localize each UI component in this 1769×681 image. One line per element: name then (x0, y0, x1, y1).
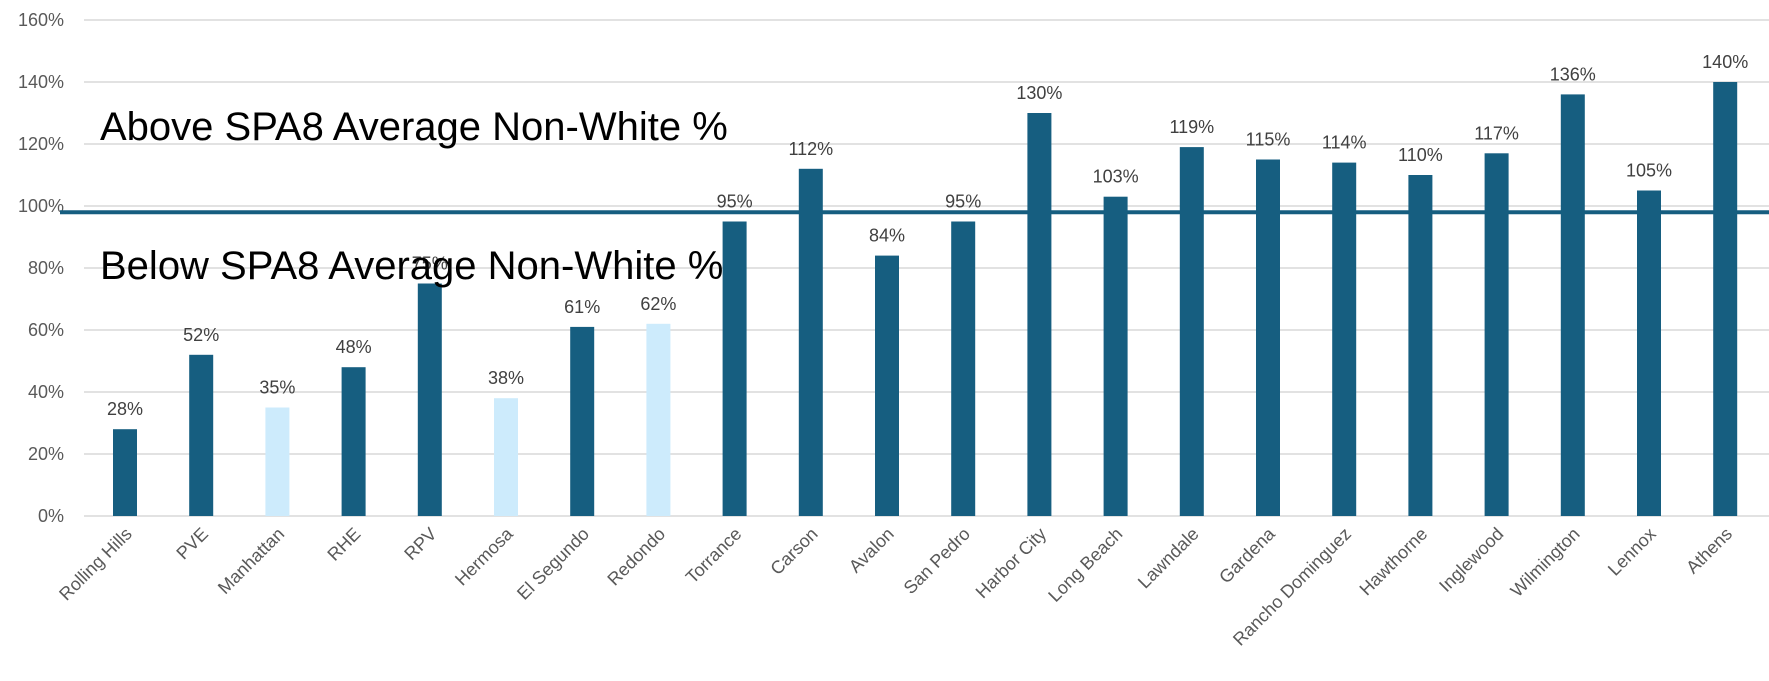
data-label: 84% (869, 226, 905, 246)
bar (265, 407, 290, 516)
bar (341, 367, 366, 516)
x-tick-label: Gardena (1215, 523, 1279, 587)
annotation-below: Below SPA8 Average Non-White % (100, 244, 723, 288)
data-label: 28% (107, 399, 143, 419)
x-tick-label: Torrance (682, 524, 746, 588)
y-tick-label: 160% (18, 10, 64, 30)
bar (1179, 147, 1204, 516)
data-label: 61% (564, 297, 600, 317)
x-tick-label: Long Beach (1044, 524, 1126, 606)
bar (494, 398, 518, 516)
bar (646, 323, 671, 516)
bar (1484, 153, 1509, 517)
data-label: 75% (412, 254, 448, 274)
x-tick-label: Hawthorne (1356, 524, 1432, 600)
bar (1713, 82, 1738, 516)
x-tick-label: El Segundo (513, 524, 593, 604)
x-tick-label: Manhattan (214, 524, 288, 598)
bar (1103, 196, 1128, 516)
x-tick-label: PVE (172, 524, 212, 564)
x-axis: Rolling Hills PVE Manhattan RHE RPV HermosaEl… (55, 523, 1736, 650)
bar (1408, 175, 1433, 516)
x-tick-label: Lawndale (1134, 524, 1203, 593)
data-label: 62% (640, 294, 676, 314)
data-label: 114% (1322, 133, 1367, 153)
y-tick-label: 120% (18, 134, 64, 154)
x-tick-label: Harbor City (972, 524, 1051, 603)
bar (570, 326, 595, 516)
data-label: 119% (1169, 117, 1214, 137)
bar (722, 221, 747, 516)
bar (1256, 159, 1280, 516)
data-label: 117% (1474, 123, 1519, 143)
x-tick-label: RPV (400, 524, 440, 564)
data-label: 95% (945, 192, 981, 212)
data-label: 115% (1246, 130, 1291, 150)
bar (1637, 190, 1661, 516)
data-label: 35% (259, 378, 295, 398)
data-label: 136% (1550, 64, 1596, 84)
bar (113, 429, 137, 516)
data-label: 130% (1016, 83, 1062, 103)
y-tick-label: 40% (28, 382, 64, 402)
bar (875, 255, 899, 516)
bar (1560, 94, 1585, 517)
y-tick-label: 20% (28, 444, 64, 464)
data-label: 112% (788, 139, 833, 159)
y-axis: 0% 20% 40% 60% 80% 100% 120% 140% 160% (18, 10, 64, 526)
x-tick-label: RHE (323, 524, 364, 565)
y-tick-label: 140% (18, 72, 64, 92)
data-label: 110% (1398, 145, 1443, 165)
bar (1027, 113, 1052, 516)
bar (189, 354, 214, 516)
bar (417, 283, 442, 516)
data-label: 52% (183, 325, 219, 345)
x-tick-label: Wilmington (1507, 524, 1584, 601)
bars (113, 82, 1738, 517)
x-tick-label: Redondo (603, 524, 669, 590)
data-label: 140% (1702, 52, 1748, 72)
y-tick-label: 60% (28, 320, 64, 340)
data-label: 95% (717, 192, 753, 212)
x-tick-label: Inglewood (1435, 524, 1507, 596)
x-tick-label: Avalon (845, 524, 898, 577)
x-tick-label: Carson (766, 524, 821, 579)
data-label: 103% (1093, 167, 1139, 187)
y-tick-label: 80% (28, 258, 64, 278)
annotation-above: Above SPA8 Average Non-White % (100, 105, 728, 149)
bar (1332, 162, 1357, 516)
x-tick-label: Athens (1682, 524, 1736, 578)
data-labels: 28% 52% 35% 48% 75% 38% 61% 62% 95% 112% 84% 95% 130… (107, 52, 1748, 419)
bar (798, 168, 823, 517)
x-tick-label: Rolling Hills (55, 524, 136, 605)
y-tick-label: 0% (38, 506, 64, 526)
x-tick-label: Lennox (1604, 524, 1660, 580)
data-label: 38% (488, 368, 524, 388)
data-label: 48% (336, 337, 372, 357)
data-label: 105% (1626, 161, 1672, 181)
x-tick-label: Hermosa (451, 523, 517, 589)
bar (951, 221, 976, 516)
x-tick-label: San Pedro (900, 524, 974, 598)
y-tick-label: 100% (18, 196, 64, 216)
